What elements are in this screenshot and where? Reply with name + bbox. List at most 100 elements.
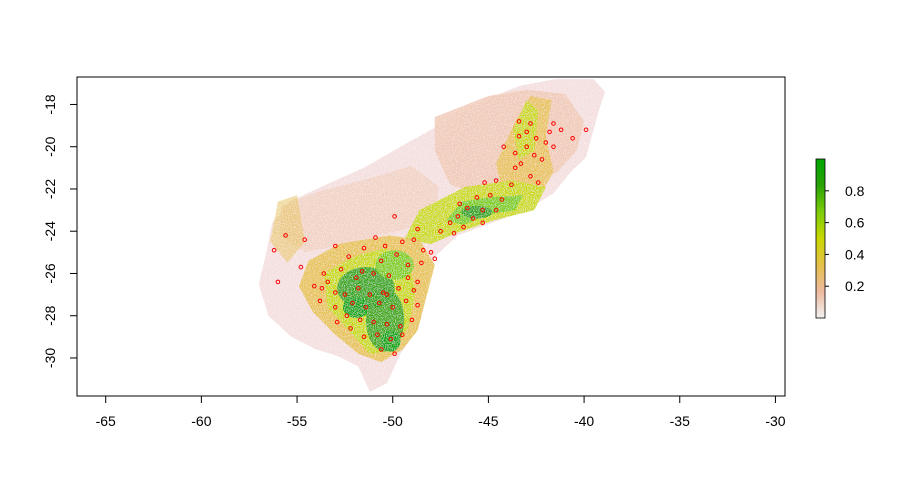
occurrence-point (302, 237, 308, 242)
occurrence-point (447, 220, 453, 226)
occurrence-point (333, 243, 338, 249)
legend-ticks: 0.2 0.4 0.6 0.8 (825, 183, 865, 294)
occurrence-point (380, 290, 386, 295)
occurrence-point (405, 262, 411, 268)
occurrence-point (346, 254, 352, 259)
occurrence-point (348, 326, 353, 331)
occurrence-point (421, 247, 426, 253)
color-legend: 0.2 0.4 0.6 0.8 (815, 158, 865, 319)
occurrence-point (317, 298, 323, 304)
occurrence-point (390, 305, 396, 310)
occurrence-point (388, 336, 394, 342)
occurrence-point (354, 275, 359, 281)
y-tick-label: -18 (42, 94, 58, 114)
legend-tick-label: 0.8 (845, 183, 865, 199)
raster-peak-a (342, 296, 370, 318)
occurrence-point (394, 252, 399, 257)
occurrence-point (535, 180, 541, 185)
occurrence-points (271, 119, 589, 357)
occurrence-point (551, 144, 556, 149)
raster-low-west (279, 165, 439, 253)
occurrence-point (409, 317, 415, 323)
occurrence-point (493, 178, 499, 183)
occurrence-point (325, 279, 331, 285)
occurrence-point (474, 195, 480, 200)
occurrence-point (570, 136, 575, 141)
occurrence-point (375, 332, 380, 338)
occurrence-point (382, 243, 388, 249)
occurrence-point (334, 319, 340, 325)
x-axis: -65 -60 -55 -50 -45 -40 -35 -30 (96, 395, 786, 429)
occurrence-point (411, 237, 417, 242)
occurrence-point (398, 324, 403, 329)
occurrence-point (493, 207, 499, 213)
occurrence-point (400, 332, 405, 338)
occurrence-point (392, 214, 397, 219)
occurrence-point (400, 239, 405, 245)
occurrence-point (516, 133, 522, 139)
occurrence-point (356, 286, 361, 291)
occurrence-point (457, 201, 463, 207)
occurrence-point (470, 216, 476, 221)
legend-tick-label: 0.2 (845, 278, 865, 294)
occurrence-point (455, 214, 461, 219)
occurrence-point (524, 129, 530, 135)
y-tick-label: -22 (42, 179, 58, 199)
occurrence-point (465, 205, 470, 211)
occurrence-point (378, 347, 384, 352)
x-tick-label: -50 (383, 413, 403, 429)
occurrence-point (432, 256, 438, 262)
occurrence-point (361, 245, 367, 251)
y-tick-label: -24 (42, 221, 58, 241)
occurrence-point (516, 119, 522, 124)
occurrence-point (509, 182, 514, 187)
x-tick-label: -65 (96, 413, 116, 429)
occurrence-point (451, 231, 457, 236)
occurrence-point (275, 279, 281, 285)
occurrence-point (419, 260, 424, 266)
occurrence-point (338, 266, 344, 272)
occurrence-point (367, 292, 373, 297)
occurrence-point (539, 157, 545, 162)
x-tick-label: -30 (765, 413, 785, 429)
occurrence-point (344, 313, 350, 319)
x-tick-label: -45 (478, 413, 498, 429)
legend-tick-label: 0.6 (845, 215, 865, 231)
occurrence-point (333, 290, 338, 295)
occurrence-point (482, 180, 487, 185)
occurrence-point (512, 150, 518, 156)
y-tick-label: -30 (42, 348, 58, 368)
suitability-raster (258, 79, 606, 392)
occurrence-point (403, 298, 409, 304)
occurrence-point (384, 292, 390, 297)
occurrence-point (533, 136, 539, 141)
occurrence-point (415, 279, 420, 285)
occurrence-point (428, 250, 434, 255)
occurrence-point (512, 165, 518, 171)
occurrence-point (312, 283, 317, 289)
occurrence-point (377, 300, 382, 306)
occurrence-point (532, 152, 537, 158)
occurrence-point (363, 305, 369, 310)
raster-high-northeast (513, 100, 539, 160)
occurrence-point (361, 334, 367, 340)
legend-colorbar (815, 158, 826, 319)
occurrence-point (298, 264, 304, 270)
occurrence-point (543, 140, 549, 145)
occurrence-point (321, 271, 327, 276)
occurrence-point (357, 317, 363, 323)
occurrence-point (392, 351, 397, 357)
occurrence-point (359, 269, 365, 274)
occurrence-point (547, 129, 552, 135)
raster-peak-coast (461, 205, 493, 219)
plot-region (258, 79, 606, 392)
occurrence-point (583, 127, 589, 133)
occurrence-point (415, 226, 420, 232)
occurrence-point (438, 228, 443, 234)
occurrence-point (461, 224, 466, 230)
occurrence-point (405, 275, 411, 281)
occurrence-point (386, 273, 392, 278)
occurrence-point (283, 233, 288, 238)
occurrence-point (271, 247, 277, 253)
occurrence-point (499, 197, 505, 202)
